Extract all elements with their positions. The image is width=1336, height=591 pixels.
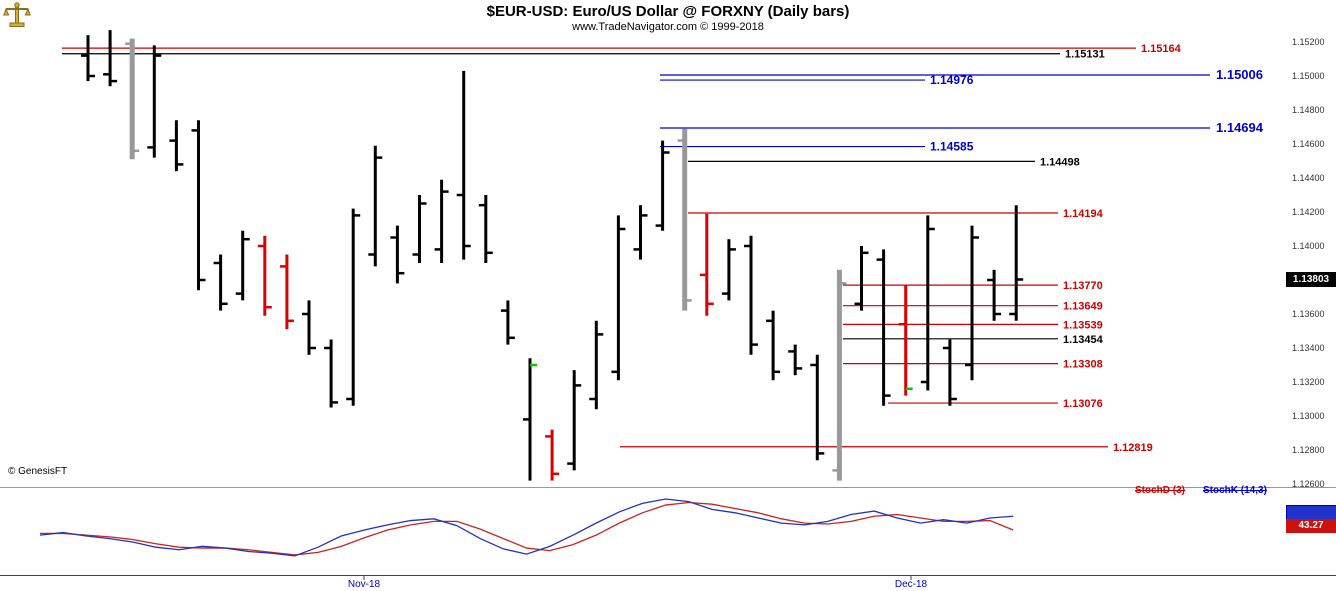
price-tick-label: 1.14800 [1292,105,1325,115]
level-label-1.13076[interactable]: 1.13076 [1063,398,1103,410]
level-label-1.14498[interactable]: 1.14498 [1040,156,1080,168]
app-logo-icon [3,1,31,29]
stochd-line [40,501,1014,556]
level-label-1.13454[interactable]: 1.13454 [1063,334,1104,346]
price-tick-label: 1.13400 [1292,343,1325,353]
price-tick-label: 1.14000 [1292,241,1325,251]
stochk-legend-label[interactable]: StochK (14,3) [1203,485,1267,496]
level-label-1.15164[interactable]: 1.15164 [1141,43,1182,55]
level-label-1.14976[interactable]: 1.14976 [930,73,974,87]
price-tick-label: 1.12600 [1292,479,1325,489]
price-tick-label: 1.14200 [1292,207,1325,217]
price-tick-label: 1.13600 [1292,309,1325,319]
level-label-1.14194[interactable]: 1.14194 [1063,208,1104,220]
level-label-1.13649[interactable]: 1.13649 [1063,301,1103,313]
price-tick-label: 1.13000 [1292,411,1325,421]
stochd-legend-label[interactable]: StochD (3) [1135,485,1185,496]
stochd-value-box: 43.27 [1286,519,1336,533]
chart-title: $EUR-USD: Euro/US Dollar @ FORXNY (Daily… [486,3,850,20]
price-tick-label: 1.14400 [1292,173,1325,183]
level-label-1.13308[interactable]: 1.13308 [1063,359,1103,371]
price-tick-label: 1.15200 [1292,37,1325,47]
level-label-1.15006[interactable]: 1.15006 [1216,67,1263,82]
level-label-1.15131[interactable]: 1.15131 [1065,49,1105,61]
stochk-value-box [1286,505,1336,520]
x-axis-label: Nov-18 [348,579,381,590]
level-label-1.13539[interactable]: 1.13539 [1063,319,1103,331]
genesis-watermark: © GenesisFT [8,466,68,477]
chart-subtitle: www.TradeNavigator.com © 1999-2018 [572,21,764,33]
gold-scales-icon [3,2,31,27]
level-label-1.14585[interactable]: 1.14585 [930,140,974,154]
price-tick-label: 1.15000 [1292,71,1325,81]
price-tick-label: 1.14600 [1292,139,1325,149]
stochk-line [39,498,1014,557]
level-label-1.12819[interactable]: 1.12819 [1113,442,1153,454]
price-tick-label: 1.12800 [1292,445,1325,455]
price-tick-label: 1.13200 [1292,377,1325,387]
level-label-1.13770[interactable]: 1.13770 [1063,280,1103,292]
level-label-1.14694[interactable]: 1.14694 [1216,120,1264,135]
last-price-box: 1.13803 [1286,272,1336,287]
x-axis-label: Dec-18 [895,579,928,590]
